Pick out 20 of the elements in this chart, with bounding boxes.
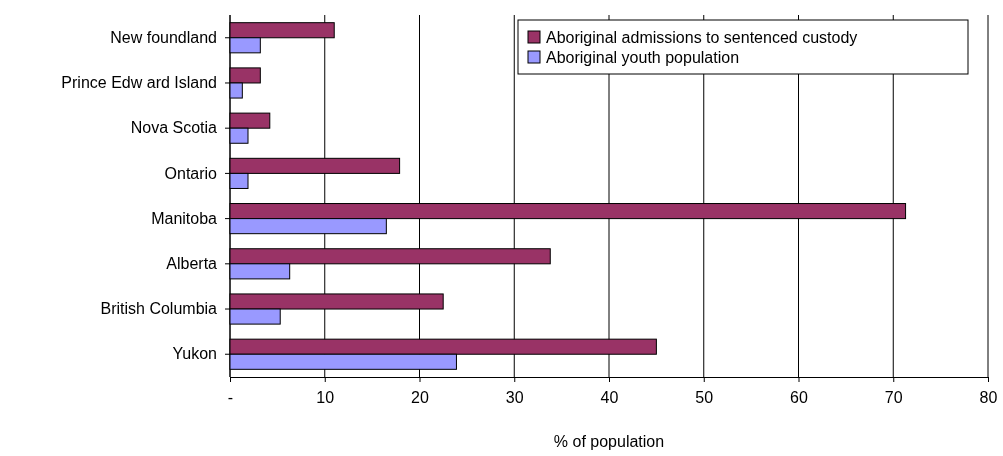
y-tick-label: Manitoba [151,209,218,227]
y-tick-label: New foundland [110,28,217,46]
x-tick-label: 10 [316,389,335,407]
y-tick-label: Nova Scotia [130,119,218,137]
x-tick-label: 80 [979,389,998,407]
x-tick-label: 30 [505,389,524,407]
y-tick-label: Alberta [166,254,218,272]
x-tick-label: - [227,389,234,407]
y-tick-label: Ontario [164,164,218,182]
x-tick-label: 70 [884,389,903,407]
x-tick-label: 40 [600,389,619,407]
legend-label: Aboriginal youth population [546,49,740,66]
y-tick-label: British Columbia [100,300,218,318]
x-tick-label: 50 [695,389,714,407]
legend-label: Aboriginal admissions to sentenced custody [546,29,858,46]
y-tick-label: Prince Edw ard Island [61,74,217,92]
x-tick-label: 60 [790,389,808,407]
y-tick-label: Yukon [172,345,217,363]
x-axis-title: % of population [553,433,665,450]
x-tick-label: 20 [411,389,429,407]
